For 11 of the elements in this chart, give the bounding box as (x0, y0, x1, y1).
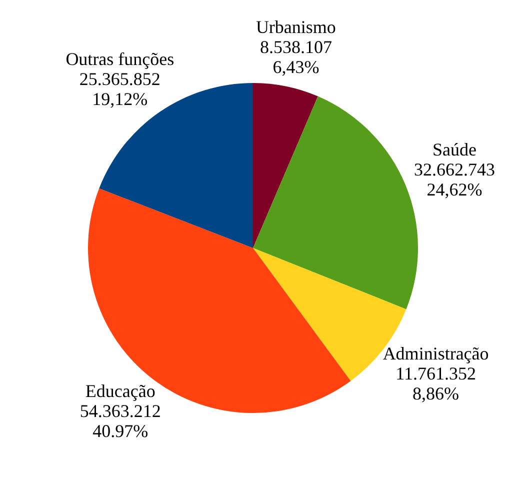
slice-label: Educação (85, 380, 156, 401)
slice-label: Saúde (432, 139, 477, 160)
data-label: 54.363.212 40.97% (80, 400, 161, 441)
data-label: 11.761.352 8,86% (396, 363, 476, 404)
data-label: 25.365.852 19,12% (79, 68, 160, 109)
data-label: 32.662.743 24,62% (414, 159, 496, 200)
slice-label: Administração (382, 343, 489, 364)
pie-slice (253, 83, 318, 248)
slice-label: Urbanismo (256, 17, 336, 38)
data-label: 8.538.107 6,43% (260, 37, 332, 78)
slice-label: Outras funções (66, 48, 174, 69)
